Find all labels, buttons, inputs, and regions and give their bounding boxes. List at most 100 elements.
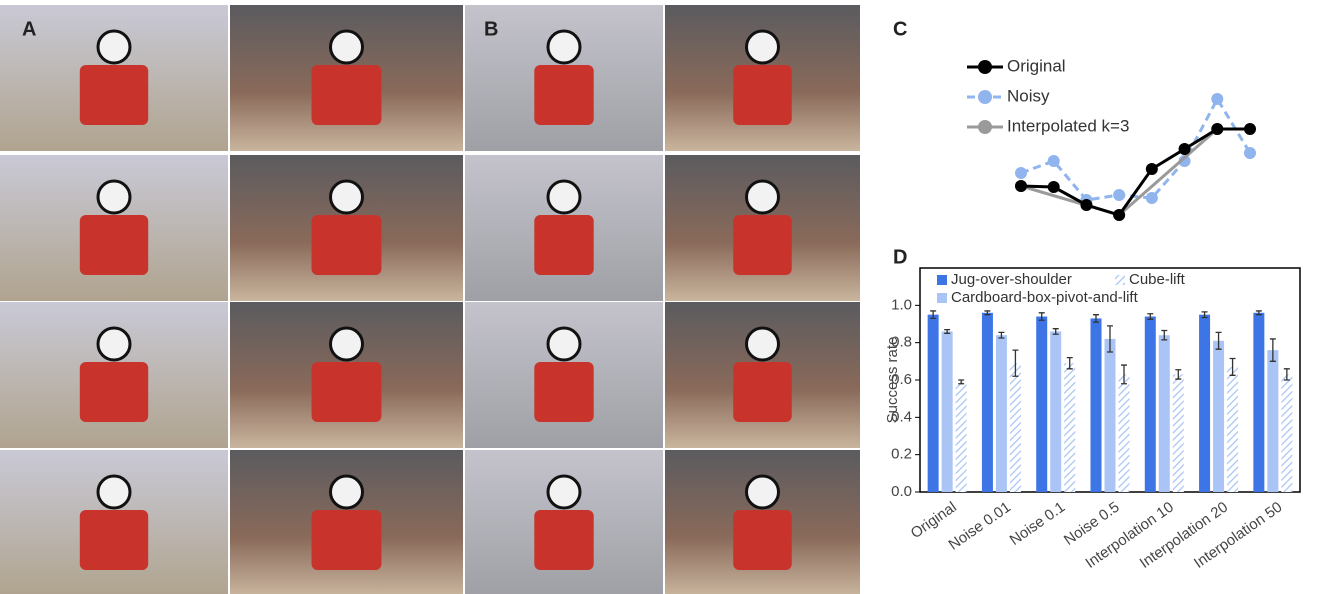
bar [927, 314, 939, 492]
error-bar [1012, 349, 1019, 377]
error-bar [958, 379, 965, 385]
robot-body [534, 65, 594, 125]
error-bar [998, 331, 1005, 339]
robot-head [329, 326, 364, 362]
bar [1172, 374, 1184, 492]
robot-body [79, 65, 149, 125]
y-tick-label: 0.0 [891, 483, 912, 500]
legend-label: Noisy [1007, 86, 1050, 105]
legend-dot [978, 60, 992, 74]
robot-body [733, 215, 792, 275]
robot-head [329, 474, 364, 510]
point [1113, 209, 1126, 221]
error-bar [1215, 331, 1222, 350]
error-bar [1052, 328, 1059, 335]
error-bar [1255, 310, 1262, 316]
error-bar [944, 328, 951, 334]
point [1113, 189, 1126, 201]
robot-head [745, 29, 780, 65]
robot-body [79, 510, 149, 570]
point [1080, 199, 1093, 211]
legend-label: Original [1007, 56, 1066, 75]
bar [955, 381, 967, 492]
error-bar [1161, 329, 1168, 341]
y-tick-label: 1.0 [891, 296, 912, 313]
y-tick-label: 0.2 [891, 446, 912, 463]
legend-dot [978, 90, 992, 104]
bar [1267, 350, 1279, 492]
bar [1050, 331, 1062, 492]
robot-head [96, 29, 132, 65]
error-bar [1175, 369, 1182, 380]
y-axis-title: Success rate [884, 337, 901, 424]
legend-label: Cardboard-box-pivot-and-lift [951, 289, 1139, 306]
robot-head [546, 326, 582, 362]
bar [1064, 363, 1076, 492]
robot-body [311, 362, 382, 422]
series-line [1020, 127, 1250, 217]
panel-label: B [484, 18, 498, 40]
robot-body [534, 215, 594, 275]
bar [1253, 312, 1265, 492]
error-bar [1147, 313, 1154, 320]
error-bar [1283, 368, 1290, 381]
bar [941, 331, 953, 492]
y-tick-label: 0.6 [891, 371, 912, 388]
point [1244, 123, 1256, 135]
error-bar [1229, 357, 1236, 376]
photo-grid [0, 5, 860, 594]
point [1178, 155, 1191, 167]
robot-head [546, 29, 582, 65]
bar [1090, 318, 1102, 492]
robot-head [329, 29, 364, 65]
error-bar [1093, 314, 1099, 323]
legend-swatch [937, 293, 947, 303]
bar [1213, 340, 1225, 492]
bar [1281, 374, 1293, 492]
bar [1227, 366, 1239, 492]
bar [1118, 374, 1130, 492]
series-line [1020, 127, 1219, 217]
bar [1158, 335, 1170, 492]
error-bar [1066, 356, 1073, 370]
point [1015, 180, 1027, 192]
bar [1199, 314, 1211, 492]
x-tick-label: Noise 0.1 [1007, 499, 1069, 549]
legend-dot [978, 120, 992, 134]
point [1211, 93, 1224, 105]
robot-head [546, 474, 582, 510]
robot-head [745, 474, 780, 510]
point [1244, 147, 1256, 159]
legend-swatch [1115, 275, 1125, 285]
point [1015, 167, 1027, 179]
error-bar [984, 310, 991, 316]
robot-body [733, 65, 792, 125]
panel-label: A [22, 18, 36, 40]
point [1145, 192, 1158, 204]
robot-head [96, 326, 132, 362]
error-bar [930, 310, 937, 320]
point [1178, 143, 1191, 155]
legend-swatch [937, 275, 947, 285]
error-bar [1269, 338, 1276, 362]
panel-label: C [893, 18, 907, 40]
error-bar [1107, 325, 1113, 353]
y-tick-label: 0.4 [891, 408, 912, 425]
x-tick-label: Noise 0.01 [945, 499, 1013, 554]
y-tick-label: 0.8 [891, 334, 912, 351]
robot-body [79, 215, 149, 275]
robot-body [733, 510, 792, 570]
legend-label: Cube-lift [1129, 271, 1186, 288]
point [1047, 155, 1060, 167]
bar [1104, 338, 1116, 492]
robot-head [745, 179, 780, 215]
bar [981, 312, 993, 492]
robot-body [311, 215, 382, 275]
robot-head [329, 179, 364, 215]
legend-label: Jug-over-shoulder [951, 271, 1072, 288]
robot-head [546, 179, 582, 215]
robot-body [311, 510, 382, 570]
robot-head [96, 179, 132, 215]
bar [995, 335, 1007, 492]
